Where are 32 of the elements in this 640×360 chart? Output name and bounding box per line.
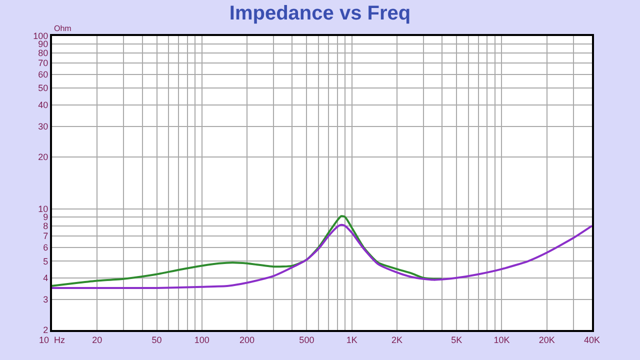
y-tick-label: 60: [38, 70, 48, 80]
y-tick-label: 20: [38, 152, 48, 162]
y-tick-label: 50: [38, 83, 48, 94]
x-tick-label: 1K: [346, 334, 358, 345]
x-tick-label: 20: [92, 334, 102, 345]
y-tick-label: 70: [38, 58, 48, 68]
x-tick-label: 100: [194, 334, 210, 345]
y-tick-label: 40: [38, 100, 48, 110]
y-tick-label: 10: [38, 204, 48, 214]
y-tick-label: 2: [43, 325, 48, 336]
chart-title: Impedance vs Freq: [229, 2, 411, 24]
x-tick-label: 5K: [451, 334, 462, 345]
x-tick-label: 10 Hz: [38, 334, 66, 345]
y-axis-title: Ohm: [54, 24, 72, 33]
y-tick-label: 9: [43, 212, 48, 222]
x-tick-label: 500: [299, 334, 314, 345]
x-tick-label: 2K: [391, 334, 402, 345]
y-tick-label: 30: [38, 122, 48, 132]
y-tick-label: 8: [43, 220, 48, 231]
x-tick-label: 10K: [494, 334, 510, 345]
y-tick-label: 6: [43, 242, 48, 253]
x-tick-label: 200: [240, 334, 255, 345]
y-tick-label: 90: [38, 39, 48, 50]
x-tick-label: 40K: [584, 334, 600, 345]
y-tick-label: 4: [43, 273, 48, 284]
x-tick-label: 50: [152, 334, 162, 345]
x-tick-label: 20K: [538, 334, 555, 345]
y-tick-label: 7: [43, 231, 48, 241]
y-tick-label: 100: [33, 31, 48, 42]
y-tick-label: 80: [38, 48, 48, 58]
y-tick-label: 5: [43, 256, 48, 266]
y-tick-label: 3: [43, 294, 48, 305]
